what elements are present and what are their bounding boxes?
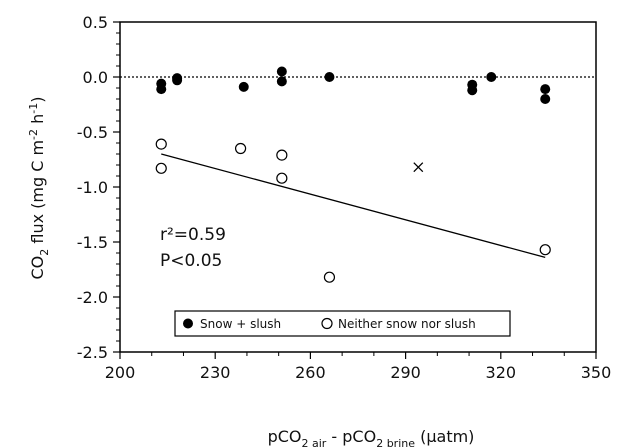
data-point-snow-slush (540, 94, 551, 104)
regression-line (161, 153, 546, 259)
axis-label-part: CO (28, 256, 47, 280)
x-tick-label: 200 (105, 363, 136, 382)
legend-marker-snow-slush (183, 318, 193, 329)
axis-label-part: 2 (38, 249, 51, 256)
legend-box (174, 310, 511, 337)
axis-label-part: -2 (27, 129, 40, 140)
data-point-cross (413, 162, 424, 173)
x-tick-label: 290 (390, 363, 421, 382)
data-point-neither (276, 172, 288, 184)
data-point-snow-slush (486, 72, 497, 82)
axis-label-part: -1 (27, 103, 40, 114)
plot-frame (119, 21, 597, 353)
data-point-snow-slush (156, 84, 167, 95)
data-point-neither (234, 142, 247, 155)
y-tick-label: -2.5 (77, 343, 108, 362)
legend: Snow + slush Neither snow nor slush (174, 310, 511, 337)
y-tick-label: 0.0 (83, 68, 108, 87)
legend-label-neither: Neither snow nor slush (338, 317, 476, 331)
y-tick-label: -0.5 (77, 123, 108, 142)
data-point-snow-slush (238, 81, 249, 92)
data-point-neither (155, 138, 167, 150)
data-points (155, 66, 551, 283)
annotation-r-squared: r²=0.59 (160, 225, 226, 245)
axis-label-part: (µatm) (415, 427, 474, 446)
data-point-neither (276, 149, 288, 161)
x-tick-label: 260 (295, 363, 326, 382)
axis-label-part: - pCO (326, 427, 376, 446)
y-tick-label: 0.5 (83, 13, 108, 32)
legend-label-snow-slush: Snow + slush (200, 317, 281, 331)
cross-stroke (413, 162, 424, 173)
axis-label-part: 2 brine (376, 437, 415, 448)
x-tick-label: 320 (486, 363, 517, 382)
data-point-neither (323, 271, 336, 283)
data-point-snow-slush (172, 75, 183, 86)
data-point-snow-slush (540, 84, 551, 95)
legend-marker-neither (321, 317, 333, 330)
axis-label-part: flux (mg C m (28, 140, 47, 249)
x-axis-label: pCO2 air - pCO2 brine (µatm) (268, 427, 475, 448)
axis-label-part: pCO (268, 427, 302, 446)
y-tick-label: -1.5 (77, 233, 108, 252)
annotation-p-value: P<0.05 (160, 251, 222, 271)
data-point-snow-slush (276, 66, 287, 77)
y-axis-label: CO2 flux (mg C m-2 h-1) (27, 97, 51, 280)
y-tick-label: -1.0 (77, 178, 108, 197)
axis-label-part: 2 air (302, 437, 327, 448)
axis-label-part: h (28, 114, 47, 129)
data-point-neither (155, 162, 167, 174)
x-tick-label: 230 (200, 363, 231, 382)
x-tick-label: 350 (581, 363, 612, 382)
data-point-snow-slush (276, 76, 287, 87)
data-point-snow-slush (467, 85, 478, 96)
y-tick-label: -2.0 (77, 288, 108, 307)
chart-axes: 200 230 260 290 320 350 0.5 0.0 -0.5 -1.0 -1.5 -2.0… (77, 13, 611, 382)
axis-label-part: ) (28, 97, 47, 103)
data-point-neither (539, 244, 551, 256)
data-point-snow-slush (324, 72, 335, 82)
